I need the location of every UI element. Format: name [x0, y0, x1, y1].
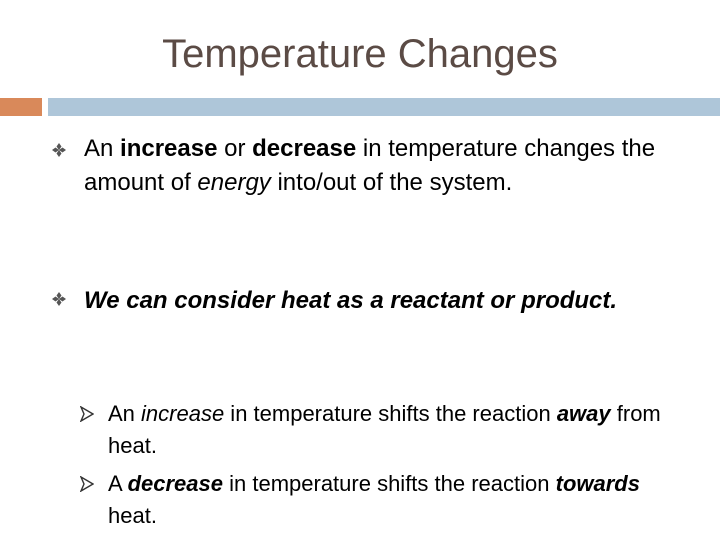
bullet-icon [52, 292, 66, 306]
text-run: energy [197, 169, 271, 196]
bullet-text: We can consider heat as a reactant or pr… [84, 284, 684, 318]
text-run: decrease [127, 471, 223, 496]
text-run: increase [141, 401, 225, 426]
text-run: from heat. [108, 401, 661, 458]
bullet-icon [52, 143, 66, 157]
text-run: decrease [252, 135, 357, 162]
text-run: or [217, 135, 253, 162]
text-run: in temperature changes the amount of [84, 135, 656, 196]
text-run: An [84, 135, 121, 162]
text-run: A [108, 471, 128, 496]
text-run: in temperature shifts the reaction [224, 401, 557, 426]
sub-bullet-icon [80, 406, 94, 422]
sub-bullet-text: An increase in temperature shifts the re… [108, 398, 668, 462]
text-run: increase [120, 135, 218, 162]
text-run: towards [555, 471, 640, 496]
text-run: An [108, 401, 142, 426]
text-run: away [556, 401, 611, 426]
accent-bar [0, 98, 42, 116]
text-run: in temperature shifts the reaction [223, 471, 556, 496]
text-run: heat. [108, 503, 157, 528]
text-run: into/out of the system. [270, 169, 513, 196]
sub-bullet-icon [80, 476, 94, 492]
header-bar [48, 98, 720, 116]
bullet-text: An increase or decrease in temperature c… [84, 132, 684, 200]
text-run: We can consider heat as a reactant or pr… [84, 287, 618, 314]
sub-bullet-text: A decrease in temperature shifts the rea… [108, 468, 668, 532]
slide-title: Temperature Changes [162, 32, 558, 76]
